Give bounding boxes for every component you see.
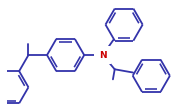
Text: N: N	[99, 51, 107, 60]
